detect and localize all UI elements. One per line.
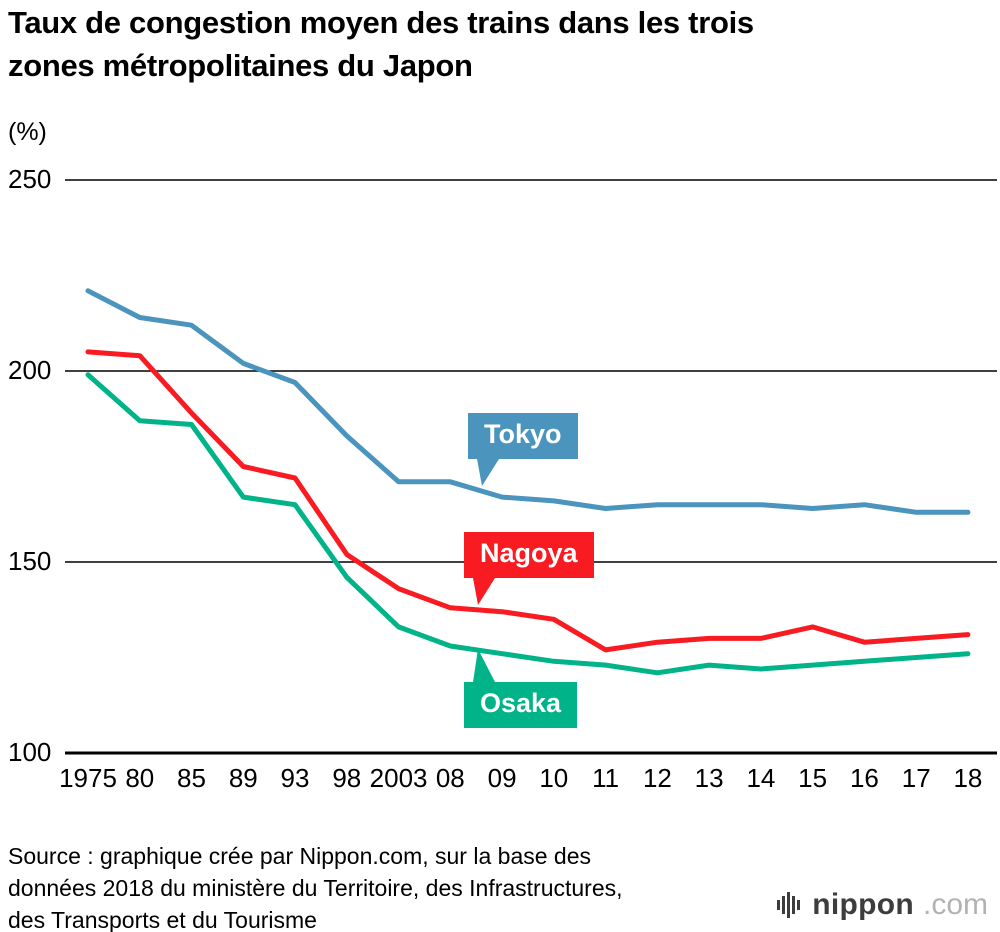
x-tick-label: 11	[592, 763, 619, 793]
x-tick-label: 12	[643, 763, 672, 793]
x-tick-label: 18	[953, 763, 982, 793]
label-pointer-down-icon	[473, 578, 495, 605]
series-label-text: Nagoya	[480, 538, 578, 568]
x-tick-label: 15	[798, 763, 827, 793]
x-tick-label: 98	[332, 763, 361, 793]
series-line-nagoya	[85, 349, 971, 653]
y-tick-label: 100	[8, 737, 51, 767]
x-tick-label: 16	[850, 763, 879, 793]
series-label-text: Tokyo	[484, 419, 562, 449]
logo-name: nippon	[812, 888, 914, 921]
nippon-logo-icon	[777, 892, 801, 918]
y-axis-unit-label: (%)	[8, 118, 47, 146]
x-tick-label: 13	[695, 763, 724, 793]
x-tick-label: 14	[746, 763, 775, 793]
series-label-nagoya: Nagoya	[464, 532, 594, 605]
series-label-text: Osaka	[480, 688, 562, 718]
x-tick-label: 1975	[59, 763, 117, 793]
label-pointer-down-icon	[477, 459, 499, 486]
x-tick-label: 08	[436, 763, 465, 793]
series-line-osaka	[85, 372, 971, 676]
x-tick-label: 17	[902, 763, 931, 793]
x-tick-label: 93	[281, 763, 310, 793]
x-tick-label: 85	[177, 763, 206, 793]
series-line-tokyo	[85, 288, 971, 515]
congestion-line-chart: 250 200 150 100 1975 80 85 89 93 98 2003 08 09 10 11 12…	[8, 164, 997, 793]
series-label-tokyo: Tokyo	[468, 413, 578, 486]
chart-title: Taux de congestion moyen des trains dans…	[8, 5, 754, 83]
y-tick-label: 150	[8, 546, 51, 576]
logo-domain: .com	[922, 888, 988, 921]
x-tick-label: 89	[229, 763, 258, 793]
label-pointer-up-icon	[473, 649, 495, 682]
y-tick-label: 200	[8, 355, 51, 385]
x-tick-label: 80	[125, 763, 154, 793]
nippon-logo: nippon .com	[777, 888, 988, 922]
x-tick-label: 2003	[370, 763, 428, 793]
source-note: Source : graphique crée par Nippon.com, …	[8, 843, 623, 932]
x-tick-label: 10	[539, 763, 568, 793]
series-label-osaka: Osaka	[464, 649, 578, 728]
y-tick-label: 250	[8, 164, 51, 194]
x-tick-label: 09	[488, 763, 517, 793]
